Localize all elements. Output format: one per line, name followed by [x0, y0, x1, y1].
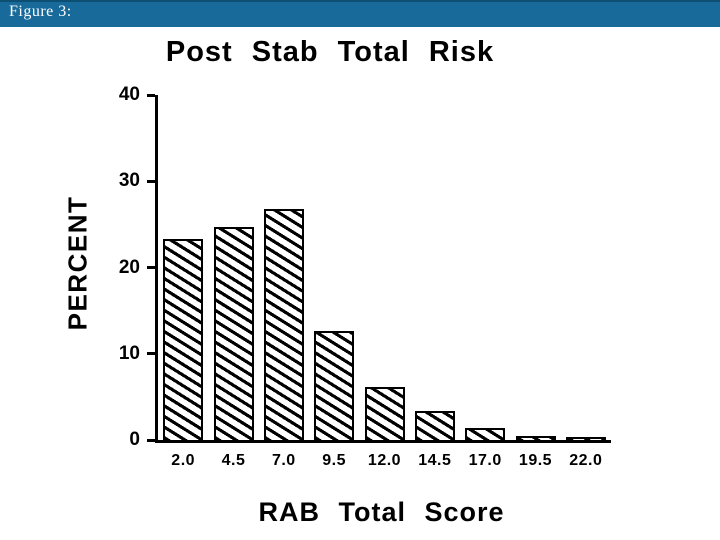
chart-title: Post Stab Total Risk [165, 36, 495, 68]
bar [364, 387, 405, 440]
bar [414, 410, 455, 440]
bar [163, 239, 204, 440]
x-tick-label: 17.0 [468, 452, 502, 469]
x-tick-label: 14.5 [418, 452, 452, 469]
x-tick-label: 12.0 [367, 452, 402, 469]
bar [465, 427, 506, 440]
bar [515, 435, 556, 440]
y-axis-tick [147, 266, 155, 269]
bar [213, 226, 254, 440]
bar [565, 437, 606, 440]
y-axis-tick [147, 93, 155, 97]
x-axis-title: RAB Total Score [258, 497, 505, 527]
y-tick-label: 30 [118, 170, 140, 192]
y-tick-label: 0 [129, 429, 140, 450]
x-tick-label: 7.0 [271, 452, 296, 469]
plot-area: 0 10 20 30 40 2.0 4.5 7.0 9.5 12.0 14.5 17.0 19.5 22.… [119, 84, 611, 469]
bar [263, 208, 304, 440]
x-tick-label: 22.0 [569, 452, 603, 469]
y-axis-tick [147, 179, 155, 183]
y-tick-label: 10 [118, 342, 140, 364]
y-tick-label: 40 [118, 84, 140, 105]
y-tick-label: 20 [118, 256, 140, 278]
figure-number-label: Figure 3: [9, 3, 72, 20]
x-tick-label: 2.0 [171, 452, 196, 469]
figure-header-bar: Figure 3: [0, 0, 720, 27]
bar [314, 331, 355, 440]
x-tick-label: 9.5 [322, 452, 347, 469]
y-axis-tick [147, 438, 155, 442]
x-tick-label: 19.5 [518, 452, 553, 469]
y-axis-title: PERCENT [62, 195, 93, 331]
x-tick-label: 4.5 [221, 452, 246, 469]
y-axis-tick [147, 352, 155, 356]
